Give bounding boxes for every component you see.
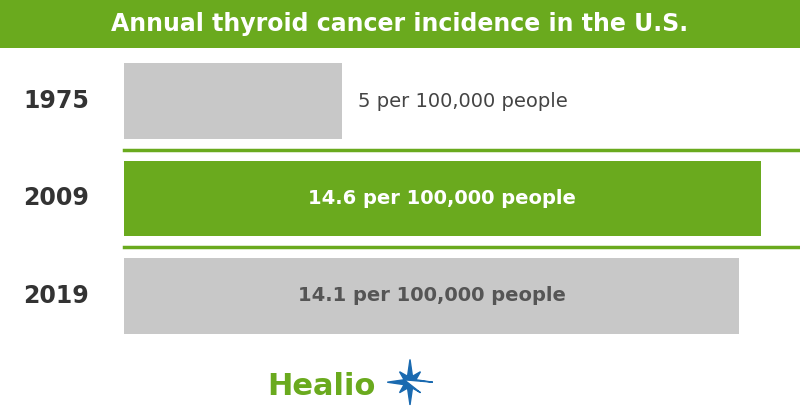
Bar xyxy=(124,160,761,236)
Polygon shape xyxy=(387,360,433,405)
Bar xyxy=(124,258,739,334)
Text: 14.1 per 100,000 people: 14.1 per 100,000 people xyxy=(298,286,566,305)
Text: 2019: 2019 xyxy=(23,284,89,308)
Text: 2009: 2009 xyxy=(23,186,89,210)
Text: 14.6 per 100,000 people: 14.6 per 100,000 people xyxy=(309,189,576,208)
Text: Annual thyroid cancer incidence in the U.S.: Annual thyroid cancer incidence in the U… xyxy=(111,12,689,36)
Text: Healio: Healio xyxy=(268,372,376,401)
Bar xyxy=(124,63,342,139)
Text: 5 per 100,000 people: 5 per 100,000 people xyxy=(358,92,568,110)
Text: 1975: 1975 xyxy=(23,89,89,113)
